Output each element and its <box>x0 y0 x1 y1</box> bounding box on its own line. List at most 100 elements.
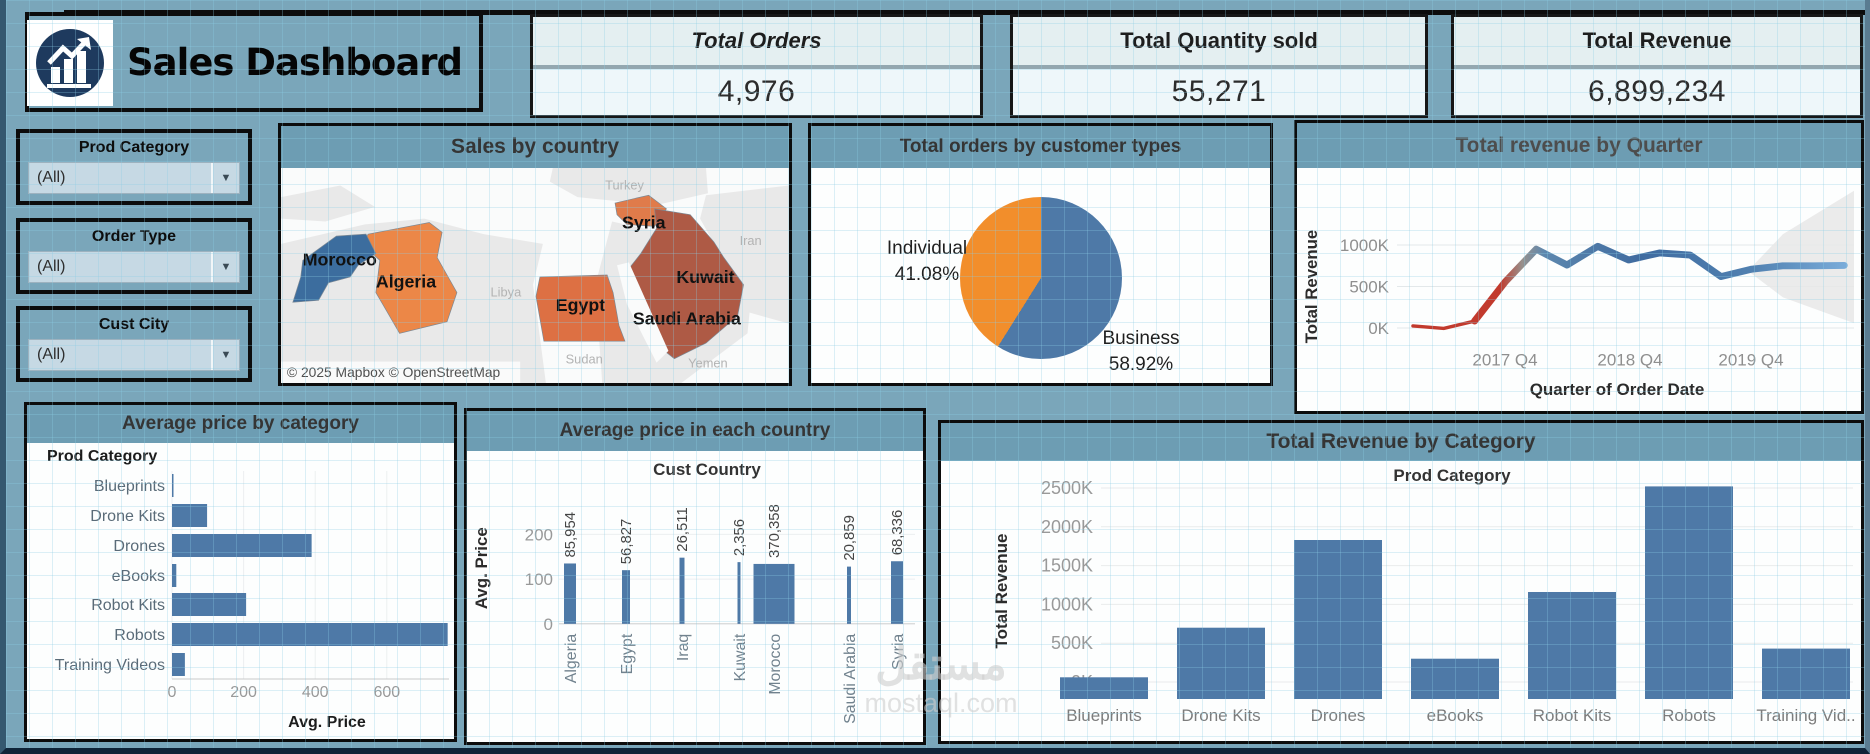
category-label-drone-kits: Drone Kits <box>1181 706 1260 725</box>
cust-city-dropdown-value[interactable]: (All) <box>37 346 66 363</box>
bar-value-label: 370,358 <box>766 504 783 558</box>
panel-revenue-by-quarter: Total revenue by Quarter 0K 500K 1000K 2017… <box>1294 120 1864 414</box>
category-label-robots: Robots <box>114 627 165 644</box>
kpi-total-revenue: Total Revenue 6,899,234 <box>1451 14 1863 118</box>
bar-kuwait[interactable] <box>737 562 741 624</box>
y-tick-label: 0K <box>1368 319 1390 338</box>
bar-training-videos[interactable] <box>172 653 185 676</box>
kpi-total-quantity: Total Quantity sold 55,271 <box>1010 14 1428 118</box>
map-label-saudi-arabia: Saudi Arabia <box>633 309 741 329</box>
bar-drone-kits[interactable] <box>1177 627 1265 699</box>
y-tick-label: 1000K <box>1041 594 1093 614</box>
order-type-dropdown[interactable]: (All) ▼ <box>28 251 240 283</box>
map-context-label-iran: Iran <box>740 233 762 248</box>
top-border-rule <box>64 10 1865 15</box>
panel-orders-by-customer-type-title: Total orders by customer types <box>811 126 1270 168</box>
category-label-egypt: Egypt <box>619 633 636 674</box>
country-saudi-arabia[interactable] <box>626 208 744 360</box>
category-label-training-videos: Training Videos <box>55 657 165 674</box>
prod-category-dropdown-value[interactable]: (All) <box>37 169 66 186</box>
avg-price-by-country-chart: Cust Country 0 100 200 85,954 Algeria 56,827 Eg… <box>467 451 923 742</box>
map-land-turkey <box>549 168 708 205</box>
country-morocco[interactable] <box>292 233 377 303</box>
bar-iraq[interactable] <box>679 557 685 624</box>
bar-value-label: 2,356 <box>731 519 748 556</box>
filter-order-type: Order Type (All) ▼ <box>16 218 252 294</box>
bar-blueprints[interactable] <box>1060 677 1148 699</box>
country-syria[interactable] <box>614 194 667 227</box>
cust-city-dropdown[interactable]: (All) ▼ <box>28 339 240 371</box>
y-tick-label: 2500K <box>1041 478 1093 498</box>
category-label-drones: Drones <box>113 538 165 555</box>
bar-training-vid[interactable] <box>1762 648 1850 699</box>
category-label-robot-kits: Robot Kits <box>1533 706 1611 725</box>
chevron-down-icon[interactable]: ▼ <box>211 163 239 193</box>
chevron-down-icon[interactable]: ▼ <box>211 340 239 370</box>
kpi-total-revenue-value: 6,899,234 <box>1588 75 1726 108</box>
revenue-by-quarter-line-chart: 0K 500K 1000K 2017 Q4 2018 Q4 2019 Q4 Quarter … <box>1297 168 1861 411</box>
bar-egypt[interactable] <box>622 570 630 624</box>
pie-label-business: Business 58.92% <box>1102 328 1180 375</box>
filter-prod-category: Prod Category (All) ▼ <box>16 129 252 205</box>
chart-subtitle: Prod Category <box>1393 466 1511 485</box>
y-tick-label: 500K <box>1051 633 1093 653</box>
order-type-dropdown-value[interactable]: (All) <box>37 258 66 275</box>
revenue-line[interactable] <box>1471 242 1848 325</box>
kpi-total-orders: Total Orders 4,976 <box>530 14 983 118</box>
bar-drones[interactable] <box>172 534 312 557</box>
barcat-canvas: Prod Category0K500K1000K1500K2000K2500KB… <box>992 466 1856 725</box>
category-label-iraq: Iraq <box>675 634 692 661</box>
bar-robot-kits[interactable] <box>1528 592 1616 699</box>
map-label-algeria: Algeria <box>376 272 436 292</box>
country-egypt[interactable] <box>535 274 626 342</box>
bar-ebooks[interactable] <box>172 564 177 587</box>
y-tick-label: 1500K <box>1041 556 1093 576</box>
column-header: Prod Category <box>47 448 157 465</box>
y-axis-title: Avg. Price <box>472 527 491 609</box>
bar-drone-kits[interactable] <box>172 504 208 527</box>
map-label-kuwait: Kuwait <box>676 267 734 287</box>
panel-sales-by-country-title: Sales by country <box>281 126 789 168</box>
y-tick-label: 500K <box>1349 278 1389 297</box>
y-tick-label: 0 <box>544 615 553 634</box>
chevron-down-icon[interactable]: ▼ <box>211 252 239 282</box>
panel-revenue-by-category-title: Total Revenue by Category <box>941 423 1861 461</box>
y-tick-label: 100 <box>525 570 553 589</box>
sales-map: Morocco Algeria Egypt Syria Kuwait Saudi Arab… <box>281 168 789 383</box>
bar-robot-kits[interactable] <box>172 593 247 616</box>
map-land-europe <box>281 185 375 222</box>
x-axis-title: Avg. Price <box>288 714 366 731</box>
bar-robots[interactable] <box>1645 486 1733 699</box>
bar-robots[interactable] <box>172 623 448 646</box>
revenue-line-start[interactable] <box>1411 319 1477 331</box>
kpi-total-orders-value: 4,976 <box>717 75 796 108</box>
x-tick-label: 600 <box>373 684 400 701</box>
y-tick-label: 2000K <box>1041 517 1093 537</box>
bar-morocco[interactable] <box>753 563 795 624</box>
bar-value-label: 85,954 <box>562 512 579 558</box>
logo <box>27 20 113 106</box>
y-tick-label: 1000K <box>1340 236 1390 255</box>
category-label-blueprints: Blueprints <box>94 478 165 495</box>
category-label-algeria: Algeria <box>563 634 580 684</box>
revenue-by-category-chart: Prod Category0K500K1000K1500K2000K2500KB… <box>941 461 1861 741</box>
category-label-blueprints: Blueprints <box>1066 706 1142 725</box>
bar-algeria[interactable] <box>564 563 576 624</box>
prod-category-dropdown[interactable]: (All) ▼ <box>28 162 240 194</box>
map-canvas: Morocco Algeria Egypt Syria Kuwait Saudi Arab… <box>281 168 789 383</box>
category-label-saudi-arabia: Saudi Arabia <box>842 634 859 724</box>
barv-canvas: Cust Country 0 100 200 85,954 Algeria 56,827 Eg… <box>472 460 915 724</box>
country-algeria[interactable] <box>363 222 458 334</box>
y-axis-title: Total Revenue <box>992 534 1011 649</box>
bar-value-label: 68,336 <box>889 510 906 556</box>
category-label-kuwait: Kuwait <box>732 633 749 681</box>
bar-drones[interactable] <box>1294 540 1382 699</box>
bar-syria[interactable] <box>891 561 903 624</box>
bar-saudi-arabia[interactable] <box>847 566 851 624</box>
chart-subtitle: Cust Country <box>653 460 761 479</box>
bar-blueprints[interactable] <box>172 474 174 497</box>
pie-chart[interactable] <box>960 197 1122 359</box>
bar-value-label: 26,511 <box>674 507 691 551</box>
bar-ebooks[interactable] <box>1411 658 1499 699</box>
